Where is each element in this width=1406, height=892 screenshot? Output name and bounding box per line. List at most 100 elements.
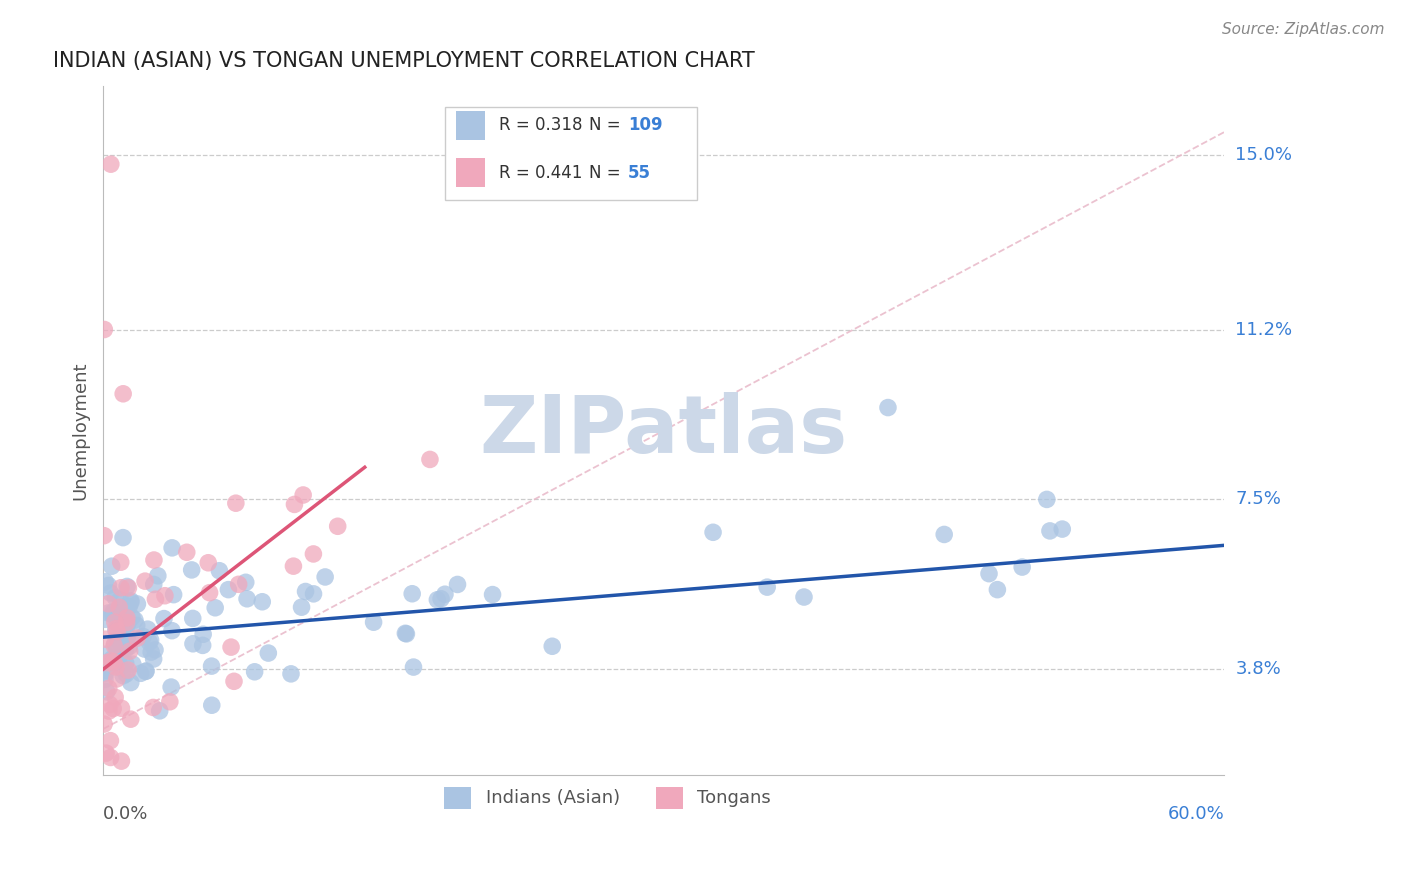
Point [292, 488, 315, 502]
Point [132, 630, 155, 644]
Point [986, 582, 1008, 597]
Point [104, 624, 127, 638]
Point [180, 563, 202, 577]
Point [433, 587, 456, 601]
Point [430, 591, 453, 606]
Point [197, 556, 219, 570]
Point [94, 746, 117, 760]
Point [934, 527, 956, 541]
Point [110, 581, 132, 595]
Point [135, 664, 157, 678]
Point [104, 690, 127, 705]
Text: 3.8%: 3.8% [1236, 660, 1281, 678]
Point [94, 664, 117, 678]
Point [115, 579, 138, 593]
Point [97, 606, 120, 620]
Point [136, 622, 159, 636]
Text: 55: 55 [628, 164, 651, 182]
Point [290, 600, 312, 615]
Point [104, 615, 127, 630]
Point [138, 635, 160, 649]
Point [103, 701, 125, 715]
Point [153, 611, 176, 625]
Point [135, 665, 157, 679]
Point [108, 600, 131, 615]
Point [145, 592, 167, 607]
Text: 15.0%: 15.0% [1236, 146, 1292, 164]
Point [110, 645, 132, 659]
Point [108, 592, 131, 607]
Point [94, 647, 117, 661]
Point [243, 665, 266, 679]
Point [402, 660, 425, 674]
Point [97, 578, 120, 592]
Point [146, 569, 169, 583]
Point [115, 620, 138, 634]
Point [200, 659, 222, 673]
Point [112, 669, 135, 683]
Point [702, 525, 724, 540]
Text: 60.0%: 60.0% [1167, 805, 1225, 823]
Point [112, 386, 135, 401]
Point [97, 597, 120, 611]
Point [160, 541, 183, 555]
Point [314, 570, 336, 584]
Point [105, 624, 128, 639]
Point [117, 615, 139, 630]
Point [141, 645, 163, 659]
Point [395, 627, 418, 641]
Point [96, 656, 118, 670]
FancyBboxPatch shape [457, 159, 485, 187]
Point [208, 564, 231, 578]
Point [94, 665, 117, 680]
Point [363, 615, 385, 630]
Point [1011, 560, 1033, 574]
Point [401, 587, 423, 601]
Point [118, 599, 141, 614]
Point [302, 547, 325, 561]
Point [252, 595, 274, 609]
FancyBboxPatch shape [446, 107, 697, 200]
Point [112, 639, 135, 653]
Text: 11.2%: 11.2% [1236, 320, 1292, 338]
Point [129, 666, 152, 681]
Point [120, 593, 142, 607]
Text: 109: 109 [628, 116, 662, 135]
Text: 0.0%: 0.0% [103, 805, 149, 823]
Y-axis label: Unemployment: Unemployment [72, 361, 89, 500]
Point [426, 592, 449, 607]
Point [160, 624, 183, 638]
Point [110, 701, 132, 715]
Point [120, 595, 142, 609]
Point [326, 519, 349, 533]
Point [176, 545, 198, 559]
Point [142, 577, 165, 591]
Point [446, 577, 468, 591]
Point [110, 754, 132, 768]
Point [103, 655, 125, 669]
Text: INDIAN (ASIAN) VS TONGAN UNEMPLOYMENT CORRELATION CHART: INDIAN (ASIAN) VS TONGAN UNEMPLOYMENT CO… [52, 51, 755, 70]
Point [143, 643, 166, 657]
Point [162, 588, 184, 602]
Point [222, 674, 245, 689]
Point [793, 590, 815, 604]
Text: ZIPatlas: ZIPatlas [479, 392, 848, 469]
Point [121, 610, 143, 624]
Point [117, 663, 139, 677]
Point [120, 712, 142, 726]
Point [115, 611, 138, 625]
Point [191, 627, 214, 641]
Point [541, 640, 564, 654]
Point [100, 733, 122, 747]
Point [228, 577, 250, 591]
Point [118, 644, 141, 658]
Point [93, 717, 115, 731]
Point [191, 639, 214, 653]
Point [100, 750, 122, 764]
Point [110, 555, 132, 569]
Point [101, 651, 124, 665]
Point [756, 580, 779, 594]
Point [302, 587, 325, 601]
Point [283, 559, 305, 574]
Text: Source: ZipAtlas.com: Source: ZipAtlas.com [1222, 22, 1385, 37]
